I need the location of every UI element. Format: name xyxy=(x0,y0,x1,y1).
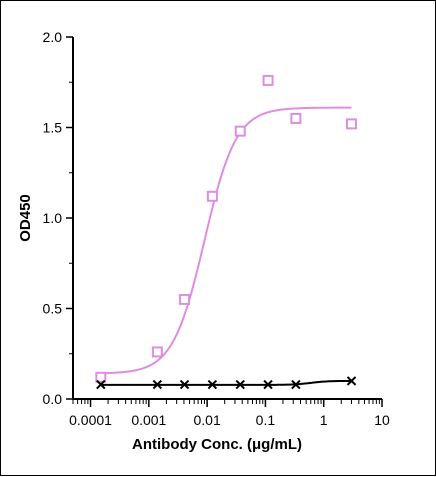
data-point-x xyxy=(179,379,190,390)
x-tick-label: 0.01 xyxy=(194,412,221,428)
data-point-x xyxy=(263,379,273,390)
data-point-x xyxy=(291,379,301,390)
y-tick-label: 0.0 xyxy=(43,391,63,407)
data-point-x xyxy=(96,379,106,390)
data-point-x-stroke xyxy=(291,379,301,390)
data-point-square xyxy=(179,293,191,305)
data-point-x-stroke xyxy=(207,379,218,390)
data-point-square xyxy=(151,346,163,358)
data-point-x xyxy=(346,376,357,386)
x-tick-label: 0.1 xyxy=(256,412,276,428)
y-tick-label: 0.5 xyxy=(43,301,63,317)
axes-layer xyxy=(72,37,382,400)
x-tick-label: 0.001 xyxy=(131,412,166,428)
series-layer xyxy=(95,74,358,390)
x-tick-label: 1 xyxy=(320,412,328,428)
y-tick-label: 1.0 xyxy=(43,210,63,226)
data-point-x-stroke xyxy=(96,379,106,390)
data-point-square xyxy=(234,125,246,137)
ticks-layer: 0.0001 0.001 0.01 0.1 1 10 0.0 0.5 1.0 1.5 2.0 xyxy=(43,29,390,428)
data-point-square xyxy=(95,371,107,383)
y-axis-title: OD450 xyxy=(17,194,34,242)
data-point-x xyxy=(152,379,163,390)
data-point-square xyxy=(262,74,274,86)
data-point-x-stroke xyxy=(179,379,190,390)
fit-curve-series-2 xyxy=(100,379,352,386)
data-point-x-stroke xyxy=(346,376,357,386)
data-point-x-stroke xyxy=(263,379,273,390)
data-point-x xyxy=(235,379,245,390)
x-tick-label: 10 xyxy=(374,412,390,428)
data-point-square xyxy=(206,190,218,202)
x-axis-title: Antibody Conc. (μg/mL) xyxy=(132,436,302,453)
x-tick-label: 0.0001 xyxy=(69,412,112,428)
y-tick-label: 1.5 xyxy=(43,120,63,136)
y-tick-label: 2.0 xyxy=(43,29,63,45)
data-point-x xyxy=(207,379,218,390)
data-point-square xyxy=(346,118,358,130)
fit-curve-series-1 xyxy=(100,106,352,375)
data-point-x-stroke xyxy=(152,379,163,390)
data-point-x-stroke xyxy=(235,379,245,390)
data-point-square xyxy=(290,112,302,124)
